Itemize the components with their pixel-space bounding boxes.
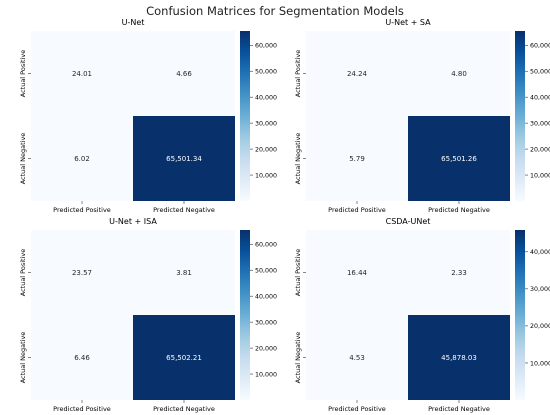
colorbar-tick-label: 50,000 [255,268,277,275]
x-tick-label: Predicted Positive [328,405,386,413]
heatmap-cell [31,31,133,116]
heatmap-cell [31,315,133,400]
heatmap-cell [133,230,235,315]
colorbar-tick-label: 20,000 [530,323,550,330]
x-tick-label: Predicted Positive [53,206,111,214]
heatmap-cell [306,31,408,116]
colorbar-tick-label: 20,000 [255,146,277,153]
colorbar [240,31,250,201]
colorbar-tick-label: 60,000 [255,242,277,249]
x-tick-label: Predicted Positive [53,405,111,413]
x-tick-label: Predicted Negative [153,206,215,214]
y-tick-label: Actual Negative [294,332,302,384]
colorbar-tick-label: 60,000 [255,43,277,50]
colorbar-tick-label: 10,000 [530,360,550,367]
y-tick-label: Actual Positive [294,50,302,98]
heatmap-cell [31,230,133,315]
panel-title: U-Net [122,18,145,27]
x-tick-label: Predicted Negative [153,405,215,413]
heatmap-cell [306,315,408,400]
panel-title: U-Net + SA [385,18,431,27]
colorbar-tick-label: 20,000 [530,146,550,153]
colorbar-tick-label: 50,000 [530,69,550,76]
cell-value-label: 24.01 [72,70,92,78]
cell-value-label: 4.53 [349,354,365,362]
cell-value-label: 16.44 [347,269,368,277]
cell-value-label: 24.24 [347,70,368,78]
colorbar-tick-label: 40,000 [530,249,550,256]
cell-value-label: 6.02 [74,155,90,163]
colorbar [515,230,525,400]
panel-title: U-Net + ISA [109,217,157,226]
y-tick-label: Actual Negative [19,133,27,185]
heatmap-cell [408,230,510,315]
heatmap-cell [408,315,510,400]
y-tick-label: Actual Positive [19,50,27,98]
colorbar-tick-label: 40,000 [255,293,277,300]
cell-value-label: 65,501.26 [441,155,477,163]
colorbar-tick-label: 30,000 [255,120,277,127]
y-tick-label: Actual Positive [294,249,302,297]
colorbar-tick-label: 40,000 [530,94,550,101]
colorbar-tick-label: 50,000 [255,69,277,76]
cell-value-label: 45,878.03 [441,354,477,362]
cell-value-label: 5.79 [349,155,365,163]
heatmap-cell [408,31,510,116]
colorbar [240,230,250,400]
page-title: Confusion Matrices for Segmentation Mode… [146,4,404,18]
cell-value-label: 6.46 [74,354,90,362]
x-tick-label: Predicted Positive [328,206,386,214]
heatmap-panel: CSDA-UNet 16.44 2.33 4.53 45,878.03 Predicted… [294,217,550,413]
x-tick-label: Predicted Negative [428,206,490,214]
cell-value-label: 4.66 [176,70,192,78]
cell-value-label: 2.33 [451,269,467,277]
panel-title: CSDA-UNet [386,217,431,226]
cell-value-label: 65,501.34 [166,155,202,163]
heatmap-cell [306,116,408,201]
colorbar-tick-label: 20,000 [255,345,277,352]
heatmap-cell [133,116,235,201]
y-tick-label: Actual Negative [294,133,302,185]
colorbar-tick-label: 40,000 [255,94,277,101]
x-tick-label: Predicted Negative [428,405,490,413]
cell-value-label: 23.57 [72,269,92,277]
heatmap-cell [306,230,408,315]
colorbar-tick-label: 30,000 [255,319,277,326]
colorbar-tick-label: 30,000 [530,120,550,127]
colorbar-tick-label: 10,000 [530,172,550,179]
heatmap-panel: U-Net 24.01 4.66 6.02 65,501.34 Predicted Pos… [19,18,277,214]
cell-value-label: 3.81 [176,269,192,277]
heatmap-cell [133,315,235,400]
heatmap-cell [31,116,133,201]
y-tick-label: Actual Negative [19,332,27,384]
colorbar-tick-label: 10,000 [255,371,277,378]
y-tick-label: Actual Positive [19,249,27,297]
colorbar [515,31,525,201]
heatmap-cell [133,31,235,116]
cell-value-label: 65,502.21 [166,354,202,362]
heatmap-panel: U-Net + SA 24.24 4.80 5.79 65,501.26 Predicte… [294,18,550,214]
cell-value-label: 4.80 [451,70,467,78]
colorbar-tick-label: 30,000 [530,286,550,293]
heatmap-cell [408,116,510,201]
colorbar-tick-label: 60,000 [530,43,550,50]
colorbar-tick-label: 10,000 [255,172,277,179]
heatmap-panel: U-Net + ISA 23.57 3.81 6.46 65,502.21 Predict… [19,217,277,413]
